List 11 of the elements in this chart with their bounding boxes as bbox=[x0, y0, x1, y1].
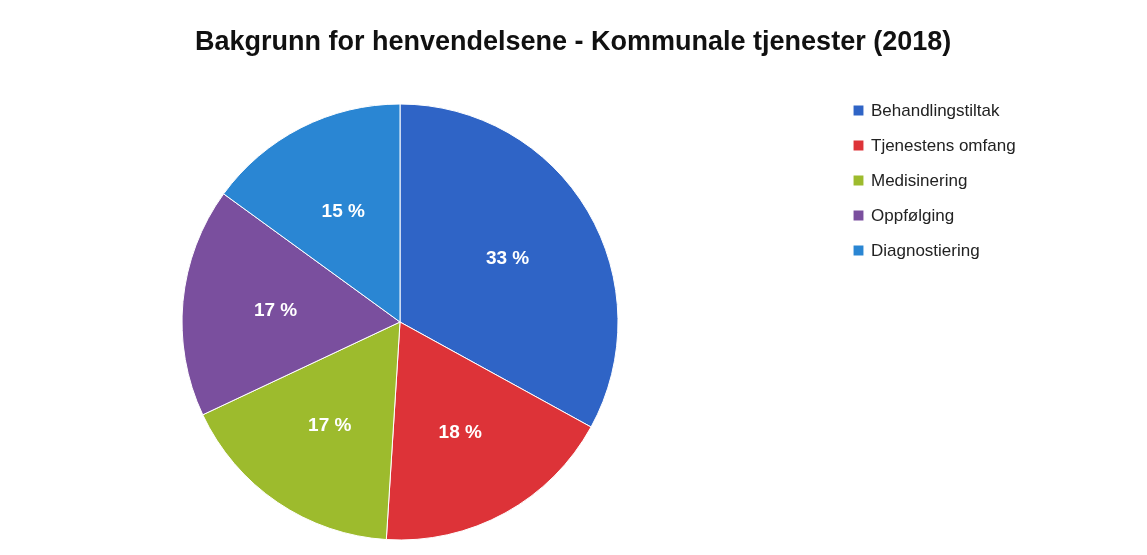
data-label: 17 % bbox=[253, 299, 298, 321]
data-label: 18 % bbox=[438, 420, 482, 442]
chart-title: Bakgrunn for henvendelsene - Kommunale tjenester (2018) bbox=[195, 26, 952, 56]
legend-label: Oppfølging bbox=[871, 205, 955, 225]
data-label: 33 % bbox=[485, 247, 530, 269]
data-label: 17 % bbox=[308, 414, 352, 436]
data-label: 15 % bbox=[321, 199, 366, 221]
legend-label: Behandlingstiltak bbox=[871, 100, 1001, 120]
legend-label: Tjenestens omfang bbox=[871, 135, 1016, 155]
legend-label: Medisinering bbox=[871, 170, 968, 190]
legend-label: Diagnostiering bbox=[871, 240, 980, 260]
